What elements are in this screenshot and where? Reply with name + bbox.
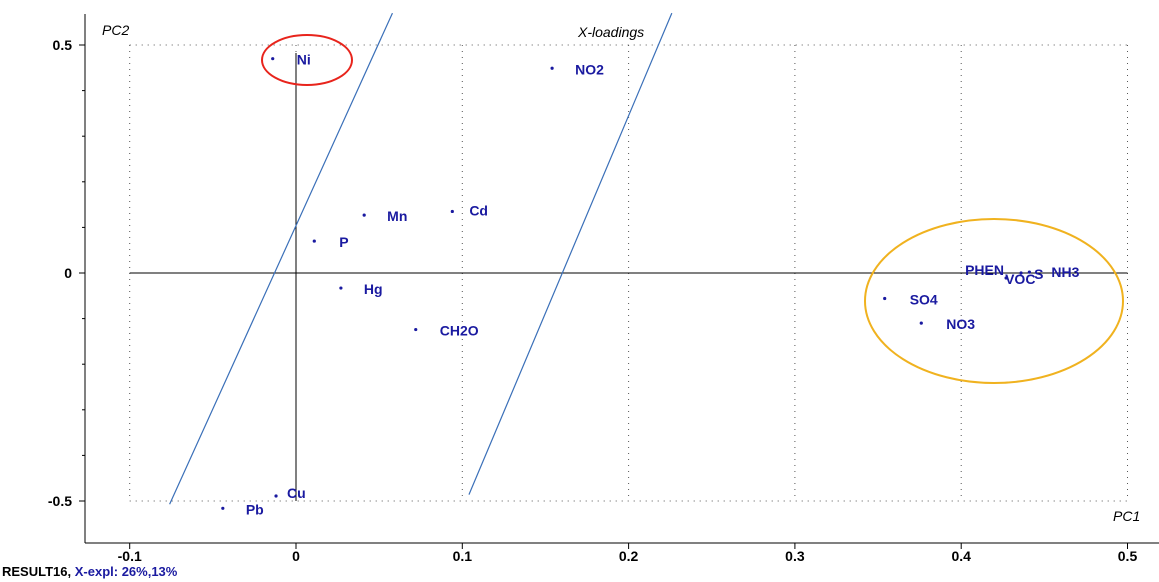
x-tick-label: 0.4: [951, 548, 971, 562]
x-tick-label: -0.1: [118, 548, 142, 562]
point-label-so4: SO4: [910, 292, 938, 308]
point-label-s: S: [1034, 266, 1043, 282]
point-label-no3: NO3: [946, 316, 975, 332]
y-tick-label: 0: [64, 265, 72, 281]
y-tick-label: -0.5: [48, 493, 72, 509]
point-mn: [362, 213, 366, 217]
guide-line: [169, 12, 394, 505]
cluster-highlight-ring: [864, 218, 1124, 384]
axes: [84, 14, 1159, 544]
point-cd: [450, 209, 454, 214]
x-tick-label: 0.2: [619, 548, 639, 562]
ni-highlight-ring: [261, 34, 353, 86]
chart-title: X-loadings: [577, 24, 644, 40]
point-label-ni: Ni: [297, 52, 311, 68]
result-footer: RESULT16, X-expl: 26%,13%: [2, 564, 177, 579]
point-no2: [550, 66, 554, 70]
point-label-no2: NO2: [575, 61, 604, 77]
point-label-voc: VOC: [1005, 271, 1035, 287]
highlight-rings: [261, 34, 1124, 384]
explained-variance: X-expl: 26%,13%: [74, 564, 178, 579]
point-label-ch2o: CH2O: [440, 323, 479, 339]
guide-line: [468, 12, 673, 495]
guide-lines: [169, 12, 673, 505]
point-label-cu: Cu: [287, 485, 306, 501]
point-p: [312, 239, 316, 243]
x-tick-label: 0.1: [453, 548, 473, 562]
x-tick-label: 0.3: [785, 548, 805, 562]
x-tick-label: 0: [292, 548, 300, 562]
point-nh3: [1027, 270, 1031, 274]
point-cu: [274, 494, 278, 498]
point-pb: [221, 506, 225, 510]
point-ch2o: [414, 327, 418, 332]
point-label-nh3: NH3: [1051, 264, 1079, 280]
y-axis-label: PC2: [102, 22, 129, 38]
y-tick-label: 0.5: [53, 37, 73, 53]
ticks: -0.1 0 0.1 0.2 0.3 0.4 0.5 0.5 0 -0.5: [48, 37, 1138, 562]
point-hg: [339, 286, 343, 290]
point-no3: [919, 321, 923, 325]
point-label-pb: Pb: [246, 501, 264, 517]
point-label-p: P: [339, 234, 348, 250]
point-so4: [883, 296, 887, 301]
zero-lines: [129, 53, 1128, 501]
x-tick-label: 0.5: [1118, 548, 1138, 562]
point-label-phen: PHEN: [965, 262, 1004, 278]
x-axis-label: PC1: [1113, 508, 1140, 524]
point-label-cd: Cd: [469, 202, 488, 218]
result-name: RESULT16,: [2, 564, 72, 579]
point-label-hg: Hg: [364, 281, 383, 297]
point-phen: [1004, 276, 1008, 280]
point-ni: [271, 57, 275, 61]
point-label-mn: Mn: [387, 208, 407, 224]
point-s: [1019, 271, 1023, 275]
